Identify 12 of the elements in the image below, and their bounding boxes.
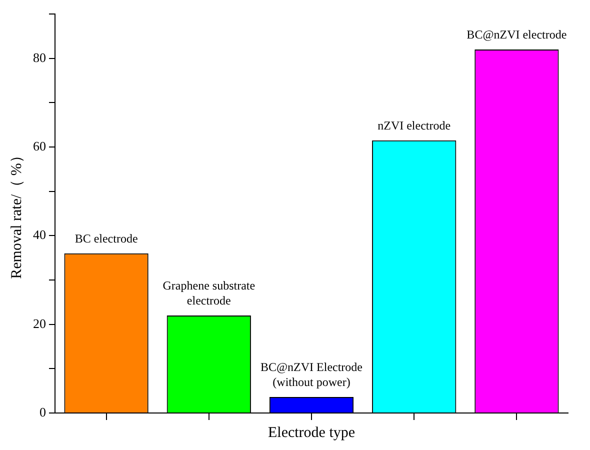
y-axis-title: Removal rate/（ %） (8, 148, 25, 279)
x-tick-label: BC electrode (74, 232, 138, 246)
y-tick-label: 60 (33, 138, 46, 154)
y-tick-label: 20 (33, 316, 46, 331)
y-tick-label: 80 (33, 50, 46, 65)
x-tick-label: BC@nZVI electrode (466, 28, 567, 42)
x-tick-label: BC@nZVI Electrode (without power) (260, 360, 363, 390)
y-tick-label: 40 (33, 227, 46, 242)
y-tick-label: 0 (40, 404, 46, 420)
x-tick-label: Graphene substrate electrode (162, 278, 256, 308)
x-tick-label: nZVI electrode (378, 118, 451, 133)
x-axis-title: Electrode type (268, 424, 356, 441)
